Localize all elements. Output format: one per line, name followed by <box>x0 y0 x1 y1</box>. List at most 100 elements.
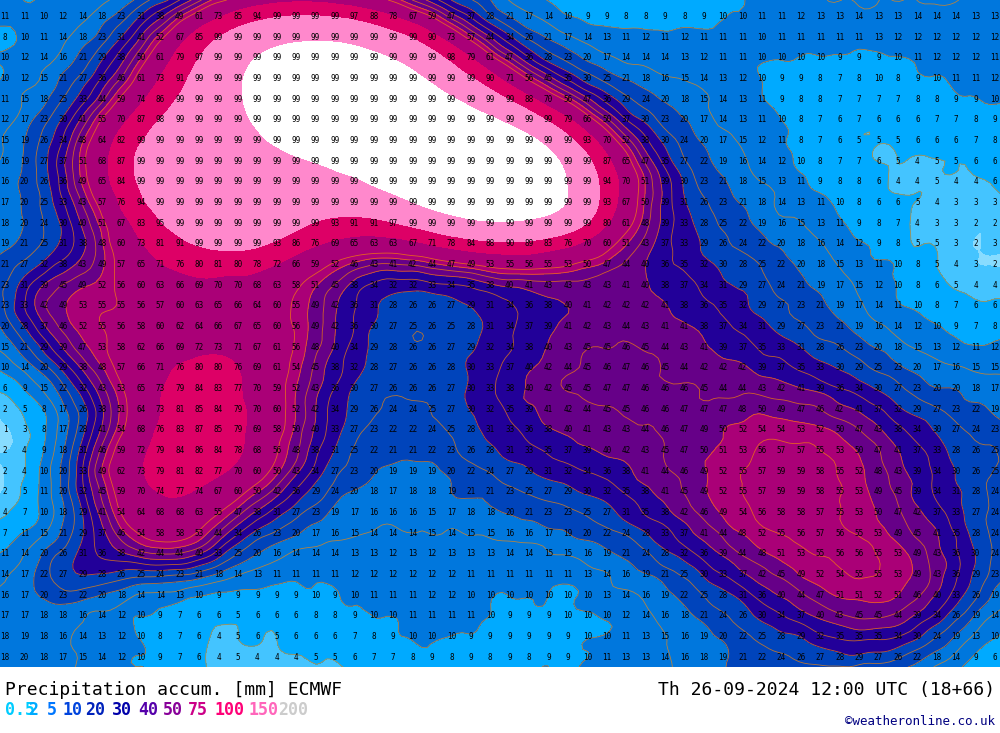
Text: 11: 11 <box>913 54 922 62</box>
Text: 14: 14 <box>78 632 87 641</box>
Text: 18: 18 <box>369 487 378 496</box>
Text: 20: 20 <box>680 116 689 125</box>
Text: 14: 14 <box>835 240 844 248</box>
Text: 2: 2 <box>3 446 7 455</box>
Text: 8: 8 <box>42 425 46 435</box>
Text: 73: 73 <box>447 33 456 42</box>
Text: 22: 22 <box>757 652 767 661</box>
Text: 26: 26 <box>117 570 126 579</box>
Text: 35: 35 <box>622 487 631 496</box>
Text: 15: 15 <box>350 528 359 537</box>
Text: 54: 54 <box>757 425 767 435</box>
Text: 18: 18 <box>680 95 689 104</box>
Text: 30: 30 <box>874 384 883 393</box>
Text: 99: 99 <box>350 54 359 62</box>
Text: 42: 42 <box>835 405 844 413</box>
Text: 56: 56 <box>272 446 281 455</box>
Text: 37: 37 <box>59 157 68 166</box>
Text: 30: 30 <box>757 611 767 620</box>
Text: 2: 2 <box>973 240 978 248</box>
Text: 46: 46 <box>641 384 650 393</box>
Text: 11: 11 <box>486 570 495 579</box>
Text: 15: 15 <box>486 528 495 537</box>
Text: 35: 35 <box>757 343 767 352</box>
Text: 99: 99 <box>524 116 534 125</box>
Text: 99: 99 <box>214 240 223 248</box>
Text: 27: 27 <box>59 570 68 579</box>
Text: 37: 37 <box>505 364 514 372</box>
Text: 23: 23 <box>816 322 825 331</box>
Text: 99: 99 <box>350 95 359 104</box>
Text: 52: 52 <box>757 528 767 537</box>
Text: 33: 33 <box>78 95 87 104</box>
Text: 37: 37 <box>719 322 728 331</box>
Text: 59: 59 <box>272 384 281 393</box>
Text: 99: 99 <box>524 136 534 145</box>
Text: 10: 10 <box>583 632 592 641</box>
Text: 99: 99 <box>563 198 573 207</box>
Text: 27: 27 <box>369 384 378 393</box>
Text: 31: 31 <box>680 198 689 207</box>
Text: 19: 19 <box>20 632 29 641</box>
Text: 20: 20 <box>719 632 728 641</box>
Text: 21: 21 <box>835 322 844 331</box>
Text: 46: 46 <box>350 260 359 269</box>
Text: 23: 23 <box>719 198 728 207</box>
Text: 47: 47 <box>874 446 883 455</box>
Text: 39: 39 <box>660 177 670 186</box>
Text: 63: 63 <box>272 281 281 290</box>
Text: 55: 55 <box>738 487 747 496</box>
Text: 38: 38 <box>78 240 87 248</box>
Text: 22: 22 <box>59 384 68 393</box>
Text: 6: 6 <box>294 611 298 620</box>
Text: 10: 10 <box>796 157 806 166</box>
Text: 28: 28 <box>78 425 87 435</box>
Text: 55: 55 <box>117 301 126 310</box>
Text: 26: 26 <box>971 591 980 600</box>
Text: 4: 4 <box>993 281 997 290</box>
Text: 45: 45 <box>583 343 592 352</box>
Text: 13: 13 <box>680 54 689 62</box>
Text: 19: 19 <box>563 528 573 537</box>
Text: 30: 30 <box>932 425 941 435</box>
Text: 9: 9 <box>158 652 163 661</box>
Text: 10: 10 <box>486 591 495 600</box>
Text: 10: 10 <box>0 74 10 83</box>
Text: 38: 38 <box>350 281 359 290</box>
Text: 30: 30 <box>369 322 378 331</box>
Text: 67: 67 <box>253 343 262 352</box>
Text: 72: 72 <box>194 343 204 352</box>
Text: 5: 5 <box>954 281 958 290</box>
Text: 6: 6 <box>333 632 337 641</box>
Text: 20: 20 <box>39 364 48 372</box>
Text: 71: 71 <box>505 74 514 83</box>
Text: 45: 45 <box>59 281 68 290</box>
Text: 31: 31 <box>486 425 495 435</box>
Text: 12: 12 <box>757 136 767 145</box>
Text: 37: 37 <box>524 322 534 331</box>
Text: 44: 44 <box>214 528 223 537</box>
Text: 12: 12 <box>389 570 398 579</box>
Text: 28: 28 <box>486 446 495 455</box>
Text: 56: 56 <box>757 508 767 517</box>
Text: 7: 7 <box>177 652 182 661</box>
Text: 73: 73 <box>156 405 165 413</box>
Text: 9: 9 <box>469 652 473 661</box>
Text: 61: 61 <box>486 54 495 62</box>
Text: 24: 24 <box>641 95 650 104</box>
Text: 22: 22 <box>369 446 378 455</box>
Text: 6: 6 <box>294 632 298 641</box>
Text: 20: 20 <box>583 528 592 537</box>
Text: 39: 39 <box>913 467 922 476</box>
Text: 83: 83 <box>175 425 184 435</box>
Text: 59: 59 <box>427 12 437 21</box>
Text: 55: 55 <box>292 301 301 310</box>
Text: 14: 14 <box>854 12 864 21</box>
Text: 47: 47 <box>796 405 806 413</box>
Text: 20: 20 <box>0 322 10 331</box>
Text: 71: 71 <box>156 364 165 372</box>
Text: 76: 76 <box>175 364 184 372</box>
Text: 43: 43 <box>757 384 767 393</box>
Text: 20: 20 <box>20 652 29 661</box>
Text: 93: 93 <box>602 198 611 207</box>
